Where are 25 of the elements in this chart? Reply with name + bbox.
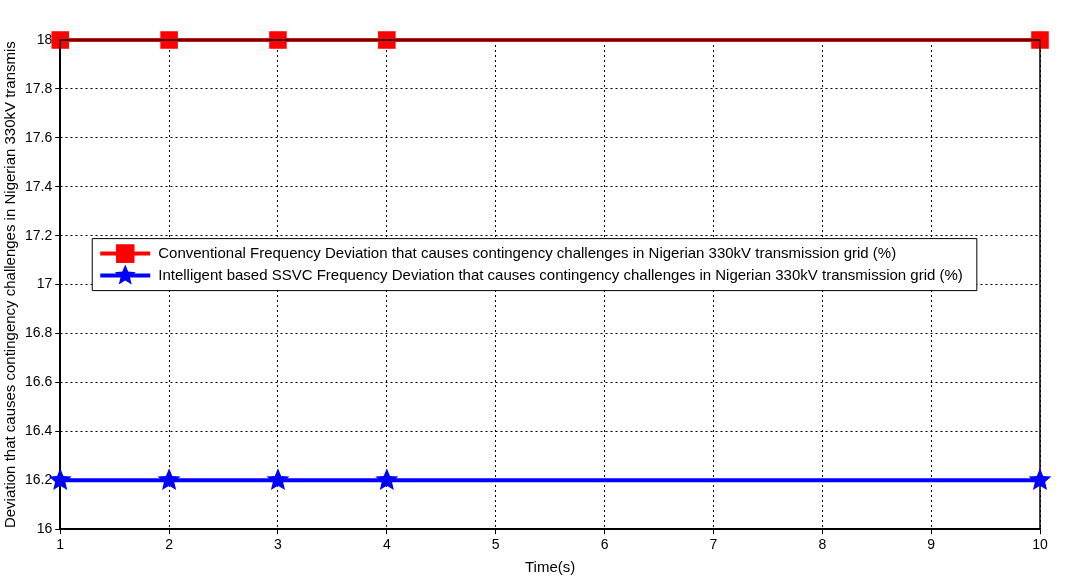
y-tick-label: 17.2 [25, 226, 53, 243]
y-tick-label: 17.8 [25, 79, 53, 96]
x-tick-label: 4 [382, 536, 391, 553]
legend-label: Intelligent based SSVC Frequency Deviation that causes contingency challenges in Nigerian 330kV transmission grid (%) [158, 265, 963, 283]
x-tick-label: 7 [709, 536, 718, 553]
y-tick-label: 16.4 [25, 422, 53, 439]
y-tick-label: 17.6 [25, 128, 53, 145]
x-tick-label: 2 [165, 536, 174, 553]
x-tick-label: 8 [818, 536, 827, 553]
x-tick-label: 10 [1032, 536, 1048, 553]
y-axis-title: Deviation that causes contingency challenges in Nigerian 330kV transmis [1, 41, 19, 529]
y-tick-label: 16.2 [25, 471, 53, 488]
y-tick-label: 18 [36, 30, 53, 47]
x-tick-label: 5 [491, 536, 500, 553]
y-tick-label: 16.6 [25, 373, 53, 390]
y-tick-label: 17 [36, 275, 53, 292]
x-tick-label: 6 [600, 536, 609, 553]
x-axis-title: Time(s) [524, 558, 576, 576]
x-tick-label: 3 [274, 536, 283, 553]
y-tick-label: 16 [36, 520, 53, 537]
y-tick-label: 17.4 [25, 177, 53, 194]
x-tick-label: 1 [56, 536, 65, 553]
legend-label: Conventional Frequency Deviation that causes contingency challenges in Nigerian 330kV transmission grid (%) [158, 243, 897, 261]
x-tick-label: 9 [927, 536, 936, 553]
y-tick-label: 16.8 [25, 324, 53, 341]
